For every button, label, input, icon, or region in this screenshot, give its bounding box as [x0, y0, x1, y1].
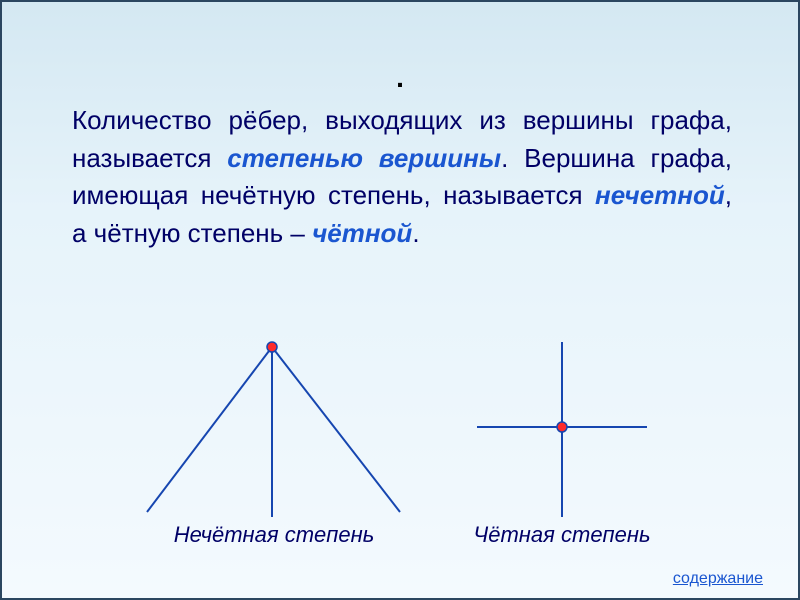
definition-part4: . — [412, 218, 419, 248]
graph-diagram-svg: Нечётная степень Чётная степень — [2, 317, 800, 577]
contents-link[interactable]: содержание — [673, 570, 763, 588]
keyword-degree: степенью вершины — [227, 143, 501, 173]
keyword-odd: нечетной — [595, 180, 725, 210]
definition-paragraph: Количество рёбер, выходящих из вершины г… — [72, 102, 732, 253]
graph-edge — [147, 347, 272, 512]
keyword-even: чётной — [312, 218, 412, 248]
even-degree-vertex — [557, 422, 567, 432]
diagram-area: Нечётная степень Чётная степень — [2, 317, 800, 577]
odd-degree-vertex — [267, 342, 277, 352]
odd-degree-label: Нечётная степень — [174, 522, 375, 547]
graph-edge — [272, 347, 400, 512]
title-marker: . — [2, 62, 798, 94]
even-degree-label: Чётная степень — [473, 522, 650, 547]
